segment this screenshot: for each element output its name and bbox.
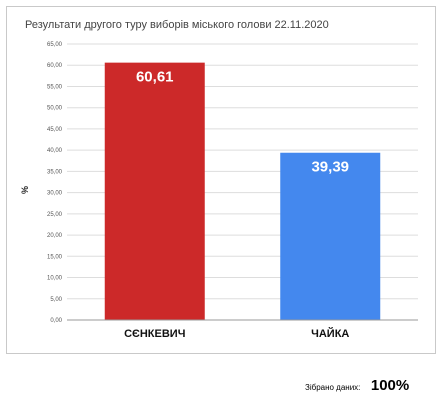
bar: [104, 62, 205, 320]
y-tick-label: 35,00: [47, 169, 63, 175]
y-tick-label: 25,00: [47, 212, 63, 218]
y-tick-label: 50,00: [47, 106, 63, 112]
y-axis-label: %: [20, 186, 30, 194]
data-collected-footer: Зібрано даних: 100%: [305, 377, 409, 395]
data-collected-value: 100%: [370, 377, 410, 394]
data-label: 39,39: [311, 159, 349, 176]
bar: [280, 152, 381, 320]
x-tick-label: СЄНКЕВИЧ: [124, 328, 185, 340]
y-tick-label: 55,00: [47, 84, 63, 90]
y-tick-label: 15,00: [47, 254, 63, 260]
x-tick-label: ЧАЙКА: [311, 327, 349, 340]
y-tick-label: 0,00: [50, 318, 62, 324]
data-label: 60,61: [136, 69, 174, 86]
y-tick-label: 20,00: [47, 233, 63, 239]
y-tick-label: 65,00: [47, 42, 63, 48]
y-tick-label: 30,00: [47, 191, 63, 197]
y-tick-label: 45,00: [47, 127, 63, 133]
y-tick-label: 60,00: [47, 63, 63, 69]
y-tick-label: 40,00: [47, 148, 63, 154]
chart-title: Результати другого туру виборів міського…: [25, 19, 329, 31]
y-tick-label: 5,00: [50, 297, 62, 303]
data-collected-label: Зібрано даних:: [305, 383, 361, 392]
y-tick-label: 10,00: [47, 276, 63, 282]
